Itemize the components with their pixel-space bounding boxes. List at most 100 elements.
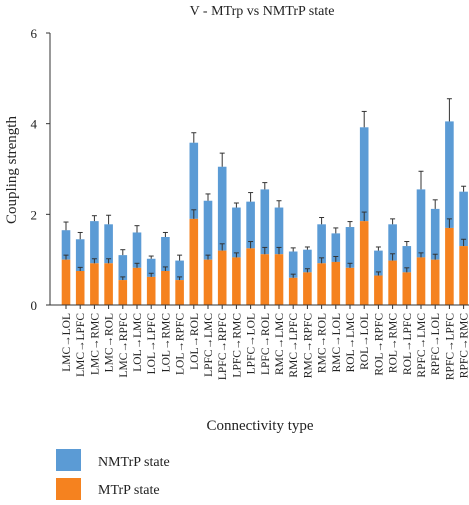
x-tick-label: LPFC→LMC: [203, 313, 215, 377]
bar-nmtrp: [374, 250, 383, 276]
bar-nmtrp: [331, 233, 341, 262]
bar-mtrp: [317, 263, 326, 305]
x-axis: LMC→LOL LMC→LPFC LMC→RMC LMC→ROL LMC→RPFC LOL…: [50, 304, 469, 380]
bar-nmtrp: [246, 201, 255, 249]
bar-mtrp: [445, 227, 454, 305]
bar-mtrp: [345, 267, 355, 305]
bar-mtrp: [90, 263, 99, 305]
bar-nmtrp: [217, 166, 227, 251]
bar-mtrp: [75, 271, 85, 305]
bar-mtrp: [118, 280, 128, 305]
bars: [61, 98, 468, 305]
bar-mtrp: [274, 254, 284, 305]
x-tick-label: LOL→LMC: [132, 313, 144, 372]
bar-nmtrp: [430, 208, 440, 260]
x-tick-label: LMC→RPFC: [118, 313, 130, 378]
bar-mtrp: [359, 221, 369, 305]
x-tick-label: RPFC→LOL: [430, 313, 442, 375]
bar-mtrp: [146, 276, 156, 305]
bar-nmtrp: [303, 249, 312, 273]
bar-mtrp: [260, 254, 270, 305]
bar-nmtrp: [146, 258, 156, 277]
bar-nmtrp: [402, 246, 412, 273]
bar-mtrp: [303, 272, 312, 305]
bar-nmtrp: [345, 227, 355, 268]
bar-mtrp: [175, 280, 184, 305]
y-axis-title: Coupling strength: [4, 116, 20, 224]
legend-swatch-nmtrp: [56, 449, 81, 471]
bar-mtrp: [374, 275, 383, 305]
bar-mtrp: [104, 263, 113, 305]
x-tick-label: RMC→LOL: [331, 313, 343, 372]
bar-nmtrp: [75, 239, 85, 271]
bar-mtrp: [331, 261, 341, 305]
legend-label-nmtrp: NMTrP state: [98, 455, 170, 470]
bar-mtrp: [246, 248, 255, 305]
x-tick-label: ROL→RMC: [388, 313, 400, 373]
x-tick-label: RMC→RPFC: [302, 313, 314, 379]
x-tick-label: LMC→LOL: [61, 313, 73, 372]
x-tick-label: LOL→ROL: [189, 313, 201, 370]
chart-title: V - MTrp vs NMTrP state: [190, 4, 335, 19]
x-tick-label: LPFC→RMC: [231, 313, 243, 378]
x-tick-label: LMC→RMC: [89, 313, 101, 375]
bar-mtrp: [459, 246, 468, 305]
bar-nmtrp: [161, 237, 170, 271]
bar-nmtrp: [459, 191, 468, 247]
bar-nmtrp: [359, 127, 369, 222]
bar-mtrp: [416, 257, 426, 305]
bar-nmtrp: [388, 224, 397, 261]
legend-label-mtrp: MTrP state: [98, 483, 160, 498]
x-tick-label: LPFC→RPFC: [217, 313, 229, 380]
x-tick-label: RMC→ROL: [317, 313, 329, 373]
bar-nmtrp: [445, 121, 454, 228]
x-tick-label: RPFC→LMC: [416, 313, 428, 378]
bar-nmtrp: [132, 232, 142, 268]
y-tick-label: 4: [31, 117, 38, 132]
bar-nmtrp: [203, 200, 213, 260]
bar-mtrp: [161, 271, 170, 305]
bar-nmtrp: [104, 224, 113, 264]
x-tick-label: LMC→LPFC: [75, 313, 87, 377]
bar-mtrp: [189, 218, 199, 305]
bar-nmtrp: [232, 207, 241, 258]
y-tick-label: 6: [31, 26, 38, 41]
x-tick-label: ROL→RPFC: [373, 313, 385, 376]
bar-mtrp: [288, 277, 298, 305]
x-tick-label: RPFC→RMC: [459, 313, 469, 379]
x-tick-label: ROL→LPFC: [402, 313, 414, 375]
x-axis-title: Connectivity type: [206, 418, 313, 434]
bar-nmtrp: [61, 230, 71, 260]
bar-nmtrp: [175, 260, 184, 281]
bar-mtrp: [402, 272, 412, 305]
bar-mtrp: [203, 259, 213, 305]
legend-swatch-mtrp: [56, 478, 81, 500]
bar-nmtrp: [118, 255, 128, 281]
legend: NMTrP state MTrP state: [56, 449, 170, 500]
bar-nmtrp: [260, 189, 270, 255]
x-tick-label: RMC→LPFC: [288, 313, 300, 378]
bar-mtrp: [217, 250, 227, 305]
x-tick-label: LPFC→ROL: [260, 313, 272, 375]
bar-mtrp: [132, 267, 142, 305]
bar-mtrp: [430, 259, 440, 305]
y-axis: 0 2 4 6: [31, 26, 51, 313]
x-tick-label: LMC→ROL: [104, 313, 116, 372]
bar-mtrp: [232, 257, 241, 305]
bar-nmtrp: [274, 207, 284, 255]
bar-nmtrp: [90, 221, 99, 264]
x-tick-label: ROL→LOL: [359, 313, 371, 370]
x-tick-label: LPFC→LOL: [246, 313, 258, 374]
x-tick-label: ROL→LMC: [345, 313, 357, 373]
bar-nmtrp: [416, 189, 426, 258]
x-tick-label: RPFC→LPFC: [444, 313, 456, 380]
x-tick-label: LOL→LPFC: [146, 313, 158, 375]
x-tick-label: RMC→LMC: [274, 313, 286, 375]
bar-mtrp: [61, 259, 71, 305]
x-tick-label: LOL→RMC: [160, 313, 172, 373]
y-tick-label: 0: [31, 298, 38, 313]
bar-nmtrp: [189, 142, 199, 219]
y-tick-label: 2: [31, 207, 38, 222]
